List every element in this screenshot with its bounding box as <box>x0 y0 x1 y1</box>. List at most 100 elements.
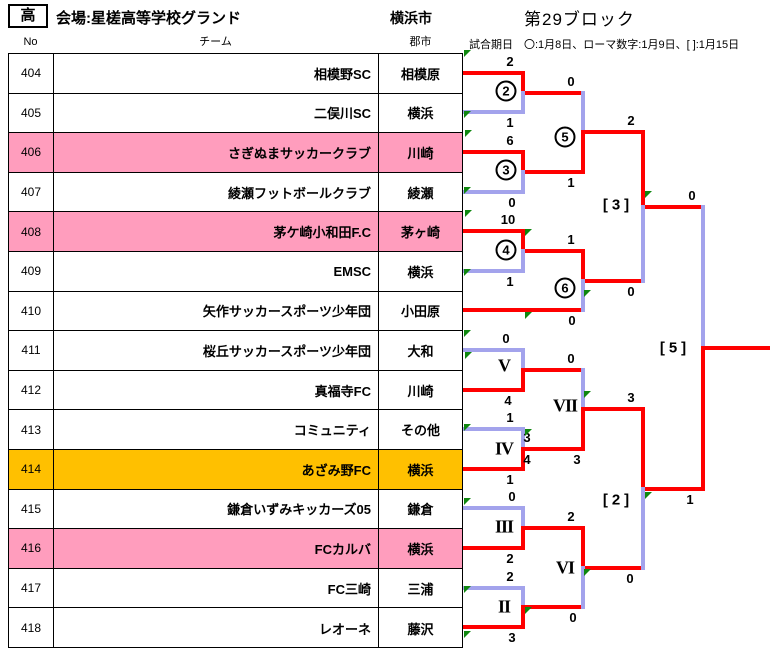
excel-error-triangle-icon <box>584 569 591 576</box>
excel-error-triangle-icon <box>464 50 471 57</box>
match-label: [5] <box>659 339 691 357</box>
score-label: 1 <box>686 491 694 507</box>
excel-error-triangle-icon <box>464 498 471 505</box>
bracket-line <box>703 345 770 350</box>
table-row: 407 綾瀬フットボールクラブ 綾瀬 <box>9 172 462 213</box>
score-label: 0 <box>508 489 516 505</box>
bracket-line <box>463 308 583 313</box>
excel-error-triangle-icon <box>525 429 532 436</box>
team-city: 大和 <box>407 343 434 359</box>
match-label: IV <box>494 438 514 459</box>
venue-title: 会場:星槎高等学校グランド <box>56 10 241 27</box>
bracket-line <box>641 130 645 209</box>
team-name: コミュニティ <box>54 410 379 449</box>
excel-error-triangle-icon <box>645 492 652 499</box>
score-label: 2 <box>506 53 514 69</box>
team-no: 411 <box>9 331 54 370</box>
schedule-note: 試合期日 〇:1月8日、ローマ数字:1月9日、[ ]:1月15日 <box>469 39 740 51</box>
excel-error-triangle-icon <box>464 187 471 194</box>
bracket-line <box>523 605 583 610</box>
team-name: さぎぬまサッカークラブ <box>54 133 379 172</box>
excel-error-triangle-icon <box>464 586 471 593</box>
excel-error-triangle-icon <box>525 229 532 236</box>
bracket-line <box>583 278 643 283</box>
team-city: 横浜 <box>407 541 434 557</box>
team-city: 小田原 <box>400 304 440 320</box>
team-name: 桜丘サッカースポーツ少年団 <box>54 331 379 370</box>
team-no: 408 <box>9 212 54 251</box>
bracket-line <box>581 249 585 283</box>
bracket-line <box>641 407 645 491</box>
bracket-line <box>581 130 585 174</box>
team-no: 415 <box>9 489 54 529</box>
team-city: 茅ヶ崎 <box>400 225 440 241</box>
score-label: 0 <box>567 73 575 89</box>
team-name: FCカルバ <box>54 529 379 568</box>
score-label: 3 <box>523 430 531 445</box>
score-label: 1 <box>506 410 514 426</box>
bracket-line <box>523 447 583 451</box>
bracket-line <box>463 427 523 432</box>
match-label: 3 <box>495 159 517 181</box>
team-name: 綾瀬フットボールクラブ <box>54 172 379 212</box>
score-label: 2 <box>506 551 514 566</box>
bracket-line <box>521 605 525 630</box>
bracket-line <box>523 249 583 253</box>
score-label: 3 <box>573 452 581 467</box>
score-label: 1 <box>567 232 575 247</box>
team-city: 横浜 <box>407 462 434 478</box>
table-row: 416 FCカルバ 横浜 <box>9 529 462 569</box>
score-label: 1 <box>506 471 514 487</box>
score-label: 0 <box>567 350 575 366</box>
bracket-line <box>521 249 525 273</box>
table-row: 413 コミュニティ その他 <box>9 410 462 450</box>
score-label: 0 <box>508 194 516 210</box>
table-row: 418 レオーネ 藤沢 <box>9 608 462 648</box>
bracket-line <box>643 486 703 491</box>
bracket-line <box>463 229 523 234</box>
bracket-line <box>583 130 643 135</box>
bracket-line <box>581 565 585 610</box>
team-table: 404 相模野SC 相模原 405 二俣川SC 横浜 406 さぎぬまサッカークラブ 川崎 407… <box>8 53 463 648</box>
team-name: 茅ケ崎小和田F.C <box>54 212 379 251</box>
bracket-line <box>463 189 523 194</box>
excel-error-triangle-icon <box>645 191 652 198</box>
bracket-line <box>521 90 525 115</box>
bracket-line <box>463 268 523 273</box>
team-name: あざみ野FC <box>54 450 379 489</box>
bracket-line <box>463 150 523 154</box>
bracket-line <box>701 204 705 350</box>
team-no: 417 <box>9 568 54 608</box>
block-title: 第29ブロック <box>524 10 635 29</box>
excel-error-triangle-icon <box>464 424 471 431</box>
bracket-line <box>523 367 583 372</box>
table-row: 408 茅ケ崎小和田F.C 茅ヶ崎 <box>9 212 462 252</box>
bracket-line <box>521 585 525 610</box>
bracket-line <box>641 486 645 570</box>
score-label: 2 <box>627 113 635 129</box>
column-header-city: 郡市 <box>409 36 432 48</box>
bracket-line <box>641 204 645 283</box>
score-label: 2 <box>506 568 514 584</box>
bracket-line <box>463 348 523 352</box>
score-label: 0 <box>569 610 577 626</box>
bracket-line <box>521 427 525 451</box>
bracket-line <box>523 526 583 531</box>
excel-error-triangle-icon <box>464 269 471 276</box>
team-city: 相模原 <box>400 66 440 82</box>
team-name: 相模野SC <box>54 54 379 93</box>
score-label: 10 <box>500 212 516 228</box>
team-name: 真福寺FC <box>54 370 379 410</box>
match-label: III <box>494 516 514 537</box>
team-no: 405 <box>9 93 54 133</box>
match-label: VI <box>555 557 575 578</box>
team-name: FC三崎 <box>54 568 379 608</box>
match-label: 2 <box>495 80 517 102</box>
score-label: 1 <box>567 174 575 190</box>
excel-error-triangle-icon <box>465 130 472 137</box>
excel-error-triangle-icon <box>465 352 472 359</box>
excel-error-triangle-icon <box>465 210 472 217</box>
team-no: 404 <box>9 54 54 93</box>
